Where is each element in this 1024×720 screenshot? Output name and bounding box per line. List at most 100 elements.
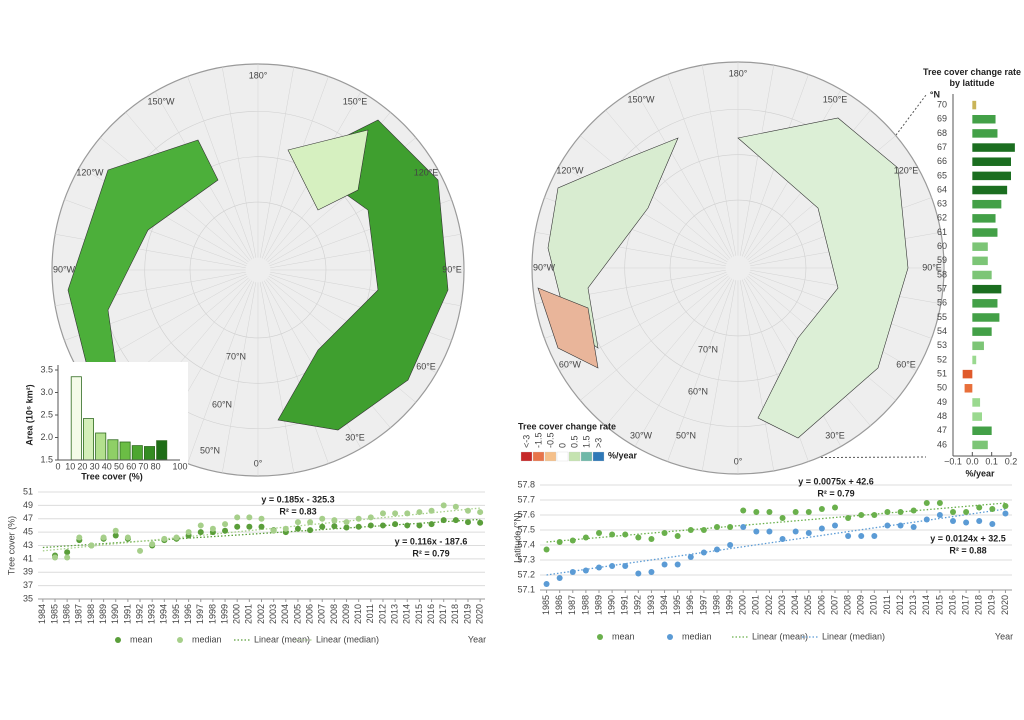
y-tick-label: 57.6 [517, 509, 535, 519]
data-point [674, 533, 681, 539]
x-tick-label: 0.2 [1005, 456, 1018, 466]
data-point [1002, 510, 1009, 517]
data-point [367, 514, 374, 521]
x-tick-label: 40 [102, 461, 112, 471]
land-area [277, 119, 449, 431]
data-point [343, 519, 350, 526]
data-point [234, 514, 241, 521]
bar [972, 157, 1011, 166]
legend-marker [177, 637, 183, 643]
data-point [635, 570, 642, 577]
bar [972, 284, 1002, 294]
x-tick-label: 60 [126, 461, 136, 471]
y-tick-label: 57.7 [517, 494, 535, 504]
bar [972, 299, 998, 308]
legend-label: -0.5 [545, 432, 555, 448]
x-tick-label: 0.0 [966, 456, 979, 466]
meridian [701, 280, 737, 471]
data-point [331, 517, 338, 524]
data-point [452, 503, 459, 510]
data-point [355, 523, 362, 530]
x-tick-label: 2005 [292, 604, 302, 624]
meridian [261, 281, 329, 464]
bar [972, 398, 981, 407]
data-point [936, 512, 943, 518]
bar [119, 441, 131, 461]
category-axis-title: °N [930, 89, 940, 99]
x-tick-label: 2020 [1000, 595, 1010, 615]
x-tick-label: 0 [55, 461, 60, 471]
latitude-label: 60°N [212, 399, 232, 409]
land-area [537, 287, 599, 369]
x-tick-label: 1990 [606, 595, 616, 615]
data-point [112, 527, 119, 534]
y-tick-label: 56 [937, 298, 947, 308]
inset-bg [20, 362, 188, 486]
longitude-label: 150°E [343, 96, 368, 106]
data-point [64, 554, 71, 561]
bar [972, 100, 977, 110]
legend-label: Linear (mean) [752, 631, 808, 641]
legend-label: Linear (median) [822, 631, 885, 641]
legend-label: median [192, 634, 222, 644]
longitude-label: 60°E [416, 361, 436, 371]
meridian [634, 89, 733, 258]
x-axis-title: Year [995, 631, 1013, 641]
x-tick-label: 2019 [987, 595, 997, 615]
x-tick-label: 2005 [803, 595, 813, 615]
x-tick-label: 1995 [672, 595, 682, 615]
x-tick-label: 2015 [934, 595, 944, 615]
data-point [963, 509, 970, 515]
legend-marker [597, 634, 603, 640]
data-point [792, 509, 799, 515]
data-point [197, 522, 204, 529]
x-tick-label: 2009 [856, 595, 866, 615]
bar [972, 270, 992, 280]
y-tick-label: 58 [937, 269, 947, 279]
meridian [261, 76, 329, 259]
x-tick-label: 1998 [711, 595, 721, 615]
data-point [845, 533, 852, 539]
x-tick-label: 1992 [134, 604, 144, 624]
meridian [605, 277, 731, 426]
longitude-label: 120°E [414, 167, 439, 177]
legend-label: Linear (median) [316, 634, 379, 644]
y-tick-label: 63 [937, 199, 947, 209]
data-point [923, 516, 930, 523]
x-tick-label: 2018 [974, 595, 984, 615]
y-tick-label: 2.0 [40, 432, 53, 442]
x-tick-label: −0.1 [944, 456, 962, 466]
x-axis-title: Tree cover (%) [81, 471, 143, 481]
data-point [270, 527, 277, 534]
x-tick-label: 2001 [751, 595, 761, 615]
x-axis-title: %/year [965, 468, 995, 478]
data-point [963, 519, 970, 526]
x-tick-label: 2010 [869, 595, 879, 615]
data-point [792, 528, 799, 535]
data-point [343, 524, 350, 531]
data-point [379, 522, 386, 529]
land-area [287, 129, 369, 211]
data-point [464, 519, 471, 526]
data-point [582, 534, 589, 541]
y-tick-label: 3.0 [40, 387, 53, 397]
y-tick-label: 62 [937, 213, 947, 223]
data-point [714, 546, 720, 553]
bar [972, 114, 996, 124]
x-tick-label: 1999 [724, 595, 734, 615]
y-axis-title: Tree cover (%) [6, 516, 16, 575]
latitude-label: 50°N [200, 445, 220, 455]
data-point [404, 522, 411, 529]
longitude-label: 120°E [894, 165, 919, 175]
chart-title: Tree cover change rate by latitude [923, 67, 1021, 88]
data-point [622, 563, 629, 569]
x-tick-label: 2013 [908, 595, 918, 615]
y-tick-label: 51 [937, 368, 947, 378]
data-point [740, 524, 747, 530]
data-point [222, 527, 229, 534]
legend-swatch [532, 451, 545, 462]
data-point [582, 567, 589, 574]
data-point [622, 531, 629, 538]
data-point [753, 509, 760, 515]
x-tick-label: 2017 [438, 604, 448, 624]
